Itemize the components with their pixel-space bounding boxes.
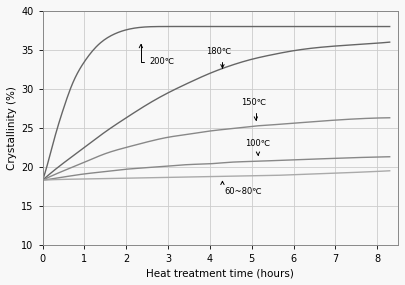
- Text: 200℃: 200℃: [139, 44, 175, 66]
- Text: 100℃: 100℃: [245, 139, 271, 155]
- Text: 150℃: 150℃: [241, 98, 266, 120]
- X-axis label: Heat treatment time (hours): Heat treatment time (hours): [147, 268, 294, 278]
- Text: 180℃: 180℃: [206, 47, 231, 68]
- Text: 60~80℃: 60~80℃: [221, 181, 262, 196]
- Y-axis label: Crystallinity (%): Crystallinity (%): [7, 86, 17, 170]
